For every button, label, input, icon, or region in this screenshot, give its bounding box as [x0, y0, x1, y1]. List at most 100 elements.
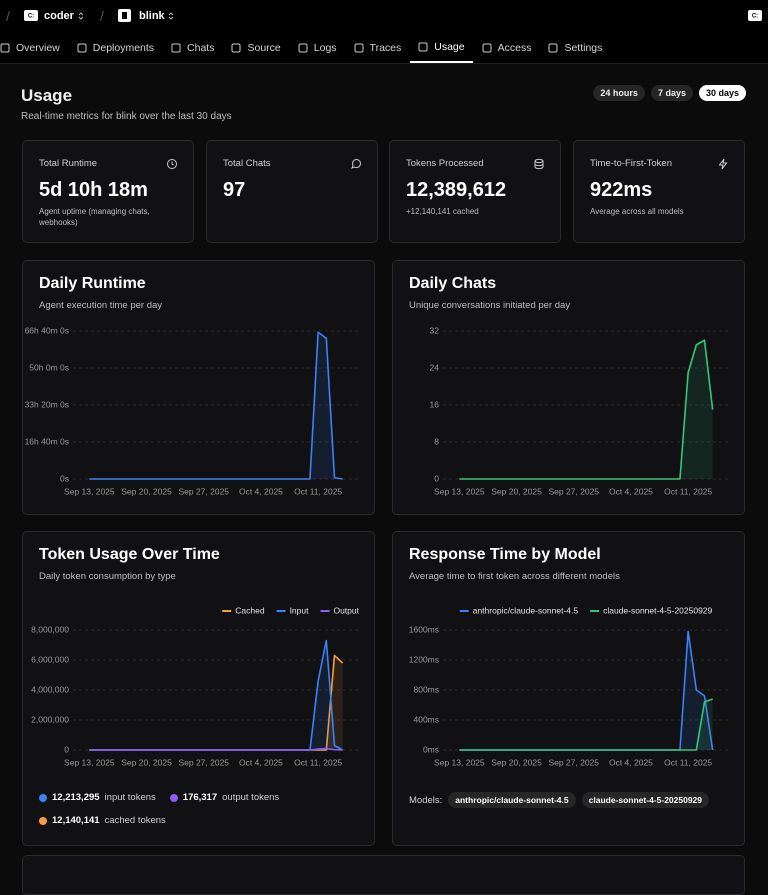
chart: 0 8 16 24 32 Sep 13, 2025 Sep 20, 2025 Sep 27, …: [430, 325, 729, 496]
x-tick-label: Sep 27, 2025: [178, 757, 229, 767]
nav-tab[interactable]: Usage: [410, 32, 473, 63]
range-button[interactable]: 30 days: [698, 85, 746, 101]
legend-label: claude-sonnet-4-5-20250929: [603, 605, 712, 615]
project-name[interactable]: blink: [139, 10, 165, 22]
range-button[interactable]: 7 days: [650, 85, 693, 101]
nav-tab[interactable]: Settings: [540, 32, 610, 63]
top-bar: / C: coder / blink C:: [0, 0, 768, 32]
stat-value: 97: [223, 179, 246, 201]
y-tick-label: 0: [64, 744, 69, 754]
x-tick-label: Oct 4, 2025: [609, 757, 653, 767]
nav-tab[interactable]: Logs: [290, 32, 345, 63]
tab-icon: [418, 42, 428, 51]
legend-item: claude-sonnet-4-5-20250929: [590, 605, 713, 615]
nav-tab[interactable]: Source: [223, 32, 288, 63]
tab-label: Deployments: [92, 41, 155, 54]
tab-icon: [171, 43, 181, 52]
stat-label: Time-to-First-Token: [590, 158, 672, 169]
chart-card: Token Usage Over Time Daily token consump…: [22, 531, 375, 846]
legend: anthropic/claude-sonnet-4.5 claude-sonnet…: [459, 605, 713, 615]
y-tick-label: 1200ms: [409, 654, 439, 664]
chart: 0ms 400ms 800ms 1200ms 1600ms Sep 13, 2025 Sep…: [409, 605, 729, 767]
chart-title: Daily Chats: [409, 275, 497, 292]
area: [459, 340, 713, 479]
line: [89, 654, 344, 751]
y-tick-label: 6,000,000: [31, 654, 69, 664]
nav-tab[interactable]: Deployments: [69, 32, 162, 63]
x-tick-label: Sep 20, 2025: [491, 486, 542, 496]
page-subtitle: Real-time metrics for blink over the las…: [21, 111, 232, 122]
tab-label: Logs: [313, 41, 337, 54]
tab-label: Usage: [434, 40, 465, 53]
icon-shape: [351, 159, 361, 169]
line: [459, 630, 714, 751]
page-title: Usage: [21, 86, 73, 105]
icon-shape: [718, 158, 728, 170]
chart-title: Token Usage Over Time: [39, 546, 220, 563]
summary-value: 12,140,141: [52, 815, 100, 826]
icon-shape: [231, 43, 241, 52]
stat-note: +12,140,141 cached: [406, 207, 479, 216]
tab-label: Traces: [369, 41, 402, 54]
tab-label: Settings: [564, 41, 603, 54]
icon-shape: [534, 161, 544, 170]
x-tick-label: Sep 27, 2025: [548, 486, 599, 496]
chart-subtitle: Unique conversations initiated per day: [409, 300, 571, 311]
tab-label: Source: [247, 41, 281, 54]
chart-title: Response Time by Model: [409, 546, 601, 563]
x-tick-label: Sep 27, 2025: [178, 486, 229, 496]
y-tick-label: 24: [430, 362, 440, 372]
svg-text:C:: C:: [28, 14, 34, 20]
legend-label: Cached: [235, 605, 265, 615]
nav-tab[interactable]: Overview: [0, 32, 68, 63]
x-tick-label: Sep 13, 2025: [64, 486, 115, 496]
legend-label: Output: [333, 605, 359, 615]
chart-title: Daily Runtime: [39, 275, 146, 292]
models-label: Models:: [409, 794, 443, 806]
y-tick-label: 50h 0m 0s: [29, 362, 69, 372]
separator: /: [6, 8, 10, 24]
x-tick-label: Sep 27, 2025: [548, 757, 599, 767]
stat-label: Total Chats: [223, 158, 271, 169]
model-pill: claude-sonnet-4-5-20250929: [581, 792, 710, 808]
models-row: Models: anthropic/claude-sonnet-4.5 claude…: [409, 792, 710, 808]
user-logo[interactable]: C:: [748, 10, 762, 21]
nav-tab[interactable]: Access: [474, 32, 540, 63]
x-tick-label: Oct 11, 2025: [664, 486, 712, 496]
icon-shape: [548, 43, 558, 52]
nav-tab[interactable]: Traces: [346, 32, 410, 63]
icon-shape: [171, 43, 181, 52]
legend-item: anthropic/claude-sonnet-4.5: [459, 605, 578, 615]
card: [22, 855, 745, 895]
area: [89, 655, 343, 750]
chevron[interactable]: [167, 11, 175, 21]
chart-card: Response Time by Model Average time to fi…: [392, 531, 745, 846]
org-name[interactable]: coder: [44, 10, 74, 22]
y-tick-label: 16: [430, 399, 440, 409]
tab-icon: [298, 43, 308, 52]
icon-shape: [418, 42, 428, 51]
y-tick-label: 66h 40m 0s: [25, 325, 69, 335]
x-tick-label: Oct 11, 2025: [294, 486, 342, 496]
icon-shape: [482, 43, 492, 52]
tab-icon: [354, 43, 364, 52]
range-button[interactable]: 24 hours: [593, 85, 645, 101]
chart-subtitle: Daily token consumption by type: [39, 571, 176, 582]
stat-icon: [351, 159, 361, 169]
x-tick-label: Oct 4, 2025: [609, 486, 653, 496]
legend: Cached Input Output: [222, 605, 360, 615]
stat-value: 5d 10h 18m: [39, 179, 148, 201]
legend-item: Cached: [222, 605, 265, 615]
chart: 0s 16h 40m 0s 33h 20m 0s 50h 0m 0s 66h 40m 0…: [25, 325, 359, 496]
chevron[interactable]: [77, 11, 85, 21]
stat-icon: [534, 158, 544, 170]
line: [459, 339, 714, 480]
nav-tab[interactable]: Chats: [163, 32, 222, 63]
chart: 0 2,000,000 4,000,000 6,000,000 8,000,000 Sep…: [31, 605, 360, 767]
area: [459, 631, 713, 750]
token-summary: 12,213,295 input tokens 176,317 output toke…: [39, 792, 299, 826]
area: [89, 332, 343, 479]
range-selector: 24 hours 7 days 30 days: [593, 85, 746, 101]
chart-subtitle: Agent execution time per day: [39, 300, 163, 311]
